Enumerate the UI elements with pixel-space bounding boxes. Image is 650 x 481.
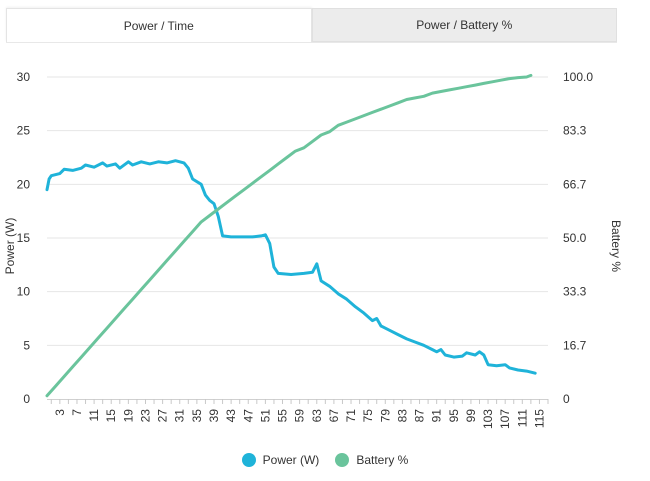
- tab-bar: Power / Time Power / Battery %: [6, 8, 617, 42]
- x-tick-label: 115: [532, 409, 546, 428]
- x-tick-label: 3: [53, 409, 67, 416]
- chart-legend: Power (W) Battery %: [0, 453, 650, 467]
- series-lines: [45, 73, 537, 398]
- y-right-tick-label: 33.3: [563, 285, 587, 299]
- x-tick-label: 79: [378, 409, 392, 423]
- y-left-tick-label: 30: [17, 70, 31, 84]
- x-axis-ticks: 3 7 11 15 19 23 27 31 35 39 43 47 51 55 59 63 67 71 75 79 83…: [50, 399, 549, 429]
- x-tick-label: 43: [224, 409, 238, 423]
- x-tick-label: 59: [293, 409, 307, 423]
- y-axis-left-ticks: 0 5 10 15 20 25 30: [17, 70, 31, 406]
- x-tick-label: 91: [430, 409, 444, 423]
- y-right-tick-label: 0: [563, 392, 570, 406]
- x-tick-label: 107: [498, 409, 512, 429]
- tab-power-time[interactable]: Power / Time: [6, 8, 312, 42]
- x-tick-label: 11: [87, 409, 101, 422]
- y-left-tick-label: 25: [17, 124, 31, 138]
- x-tick-label: 27: [156, 409, 170, 423]
- y-left-tick-label: 20: [17, 177, 31, 191]
- x-tick-label: 103: [481, 409, 495, 429]
- legend-item-power[interactable]: Power (W): [241, 453, 320, 467]
- x-tick-label: 51: [258, 409, 272, 423]
- x-tick-label: 47: [241, 409, 255, 423]
- legend-label-power: Power (W): [262, 453, 320, 467]
- x-tick-label: 19: [121, 409, 135, 423]
- x-tick-label: 71: [344, 409, 358, 423]
- y-right-tick-label: 66.7: [563, 177, 587, 191]
- chart-grid: [47, 76, 548, 400]
- x-tick-label: 83: [395, 409, 409, 423]
- tab-divider: [6, 42, 617, 43]
- series-line-battery: [45, 73, 533, 398]
- y-right-tick-label: 16.7: [563, 338, 587, 352]
- y-left-tick-label: 0: [23, 392, 30, 406]
- x-tick-label: 55: [276, 409, 290, 423]
- y-left-tick-label: 5: [23, 338, 30, 352]
- tab-power-battery[interactable]: Power / Battery %: [311, 8, 617, 42]
- x-tick-label: 75: [361, 409, 375, 423]
- series-line-power: [45, 159, 537, 375]
- x-tick-label: 23: [138, 409, 152, 423]
- x-tick-label: 63: [310, 409, 324, 423]
- x-tick-label: 15: [104, 409, 118, 423]
- x-tick-label: 95: [447, 409, 461, 423]
- y-left-tick-label: 15: [17, 231, 31, 245]
- legend-swatch-power: [241, 453, 256, 467]
- y-right-tick-label: 83.3: [563, 124, 587, 138]
- y-axis-right-ticks: 0 16.7 33.3 50.0 66.7 83.3 100.0: [563, 70, 593, 406]
- x-tick-label: 35: [190, 409, 204, 423]
- y-left-tick-label: 10: [17, 285, 31, 299]
- y-axis-right-label: Battery %: [609, 220, 623, 272]
- y-axis-left-label: Power (W): [3, 218, 17, 275]
- x-tick-label: 39: [207, 409, 221, 423]
- legend-swatch-battery: [335, 453, 350, 467]
- x-tick-label: 87: [413, 409, 427, 423]
- power-time-chart: 3 7 11 15 19 23 27 31 35 39 43 47 51 55 59 63 67 71 75 79 83…: [3, 70, 623, 429]
- x-tick-label: 31: [173, 409, 187, 423]
- y-right-tick-label: 100.0: [563, 70, 593, 84]
- x-tick-label: 7: [70, 409, 84, 416]
- x-tick-label: 111: [515, 409, 529, 428]
- y-right-tick-label: 50.0: [563, 231, 587, 245]
- x-tick-label: 67: [327, 409, 341, 423]
- legend-label-battery: Battery %: [356, 453, 409, 467]
- legend-item-battery[interactable]: Battery %: [335, 453, 408, 467]
- x-tick-label: 99: [464, 409, 478, 423]
